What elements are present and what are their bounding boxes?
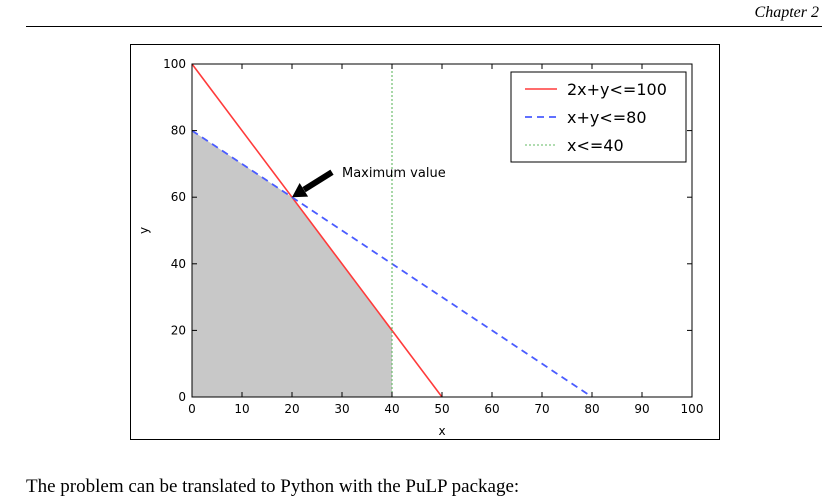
y-tick-label: 60 — [171, 190, 186, 204]
x-tick-label: 70 — [534, 402, 549, 416]
x-tick-label: 50 — [434, 402, 449, 416]
annotation-arrow-shaft — [302, 169, 334, 193]
legend-label-3: x<=40 — [567, 136, 624, 155]
x-tick-label: 20 — [284, 402, 299, 416]
x-tick-label: 100 — [681, 402, 704, 416]
x-tick-label: 0 — [188, 402, 196, 416]
x-tick-label: 30 — [334, 402, 349, 416]
y-axis-label: y — [137, 227, 151, 234]
legend-label-1: 2x+y<=100 — [567, 80, 667, 99]
feasible-region — [192, 130, 392, 397]
body-paragraph: The problem can be translated to Python … — [26, 476, 520, 497]
header-rule — [26, 26, 822, 27]
x-axis-label: x — [438, 424, 445, 438]
chapter-header: Chapter 2 — [754, 4, 819, 21]
x-tick-label: 80 — [584, 402, 599, 416]
y-tick-label: 0 — [178, 390, 186, 404]
legend-label-2: x+y<=80 — [567, 108, 647, 127]
y-tick-label: 100 — [163, 57, 186, 71]
annotation-label: Maximum value — [342, 166, 446, 181]
y-tick-label: 40 — [171, 257, 186, 271]
x-tick-label: 40 — [384, 402, 399, 416]
y-tick-label: 80 — [171, 124, 186, 138]
x-tick-label: 90 — [634, 402, 649, 416]
x-tick-label: 60 — [484, 402, 499, 416]
y-tick-label: 20 — [171, 323, 186, 337]
annotation-arrow-head — [292, 182, 309, 198]
x-tick-label: 10 — [234, 402, 249, 416]
series-line-1 — [191, 63, 443, 398]
